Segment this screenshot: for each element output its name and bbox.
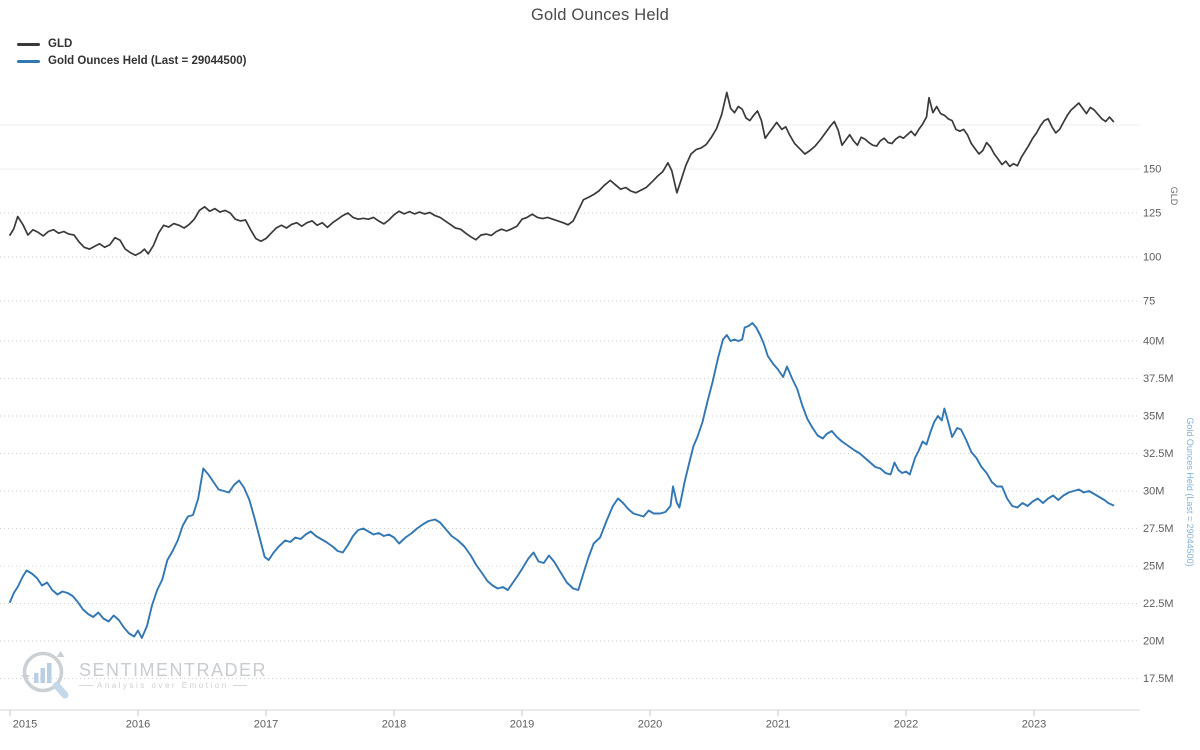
- watermark-dash-left: [79, 685, 93, 686]
- oz-axis-tick-label: 25M: [1143, 561, 1164, 573]
- watermark: SENTIMENTRADER Analysis over Emotion: [20, 649, 267, 701]
- oz-axis-tick-label: 40M: [1143, 336, 1164, 348]
- oz-axis-title: Gold Ounces Held (Last = 29044500): [1185, 417, 1195, 566]
- oz-axis-tick-label: 32.5M: [1143, 448, 1174, 460]
- oz-axis-tick-label: 37.5M: [1143, 373, 1174, 385]
- legend-swatch-gold-ounces-icon: [17, 60, 40, 63]
- gld-series-line[interactable]: [9, 91, 1115, 257]
- legend-item-gld[interactable]: GLD: [17, 36, 246, 53]
- legend: GLD Gold Ounces Held (Last = 29044500): [17, 36, 246, 70]
- legend-item-gold-ounces[interactable]: Gold Ounces Held (Last = 29044500): [17, 53, 246, 70]
- x-axis-tick-label: 2021: [766, 719, 790, 731]
- sentimentrader-logo-icon: [21, 651, 69, 699]
- x-axis-tick-label: 2018: [382, 719, 406, 731]
- gld-axis-title: GLD: [1169, 187, 1179, 206]
- watermark-text: SENTIMENTRADER Analysis over Emotion: [79, 660, 267, 690]
- oz-axis-tick-label: 27.5M: [1143, 523, 1174, 535]
- x-axis-tick-label: 2020: [638, 719, 662, 731]
- oz-axis-tick-label: 20M: [1143, 636, 1164, 648]
- gld-axis-tick-label: 125: [1143, 208, 1161, 220]
- gld-axis-tick-label: 150: [1143, 164, 1161, 176]
- legend-swatch-gld-icon: [17, 43, 40, 46]
- page-title: Gold Ounces Held: [530, 6, 670, 24]
- watermark-brand: SENTIMENTRADER: [79, 660, 268, 680]
- x-axis-tick-label: 2015: [13, 719, 37, 731]
- oz-series-line[interactable]: [9, 322, 1115, 639]
- legend-label-gld: GLD: [48, 38, 73, 50]
- x-axis-tick-label: 2016: [126, 719, 150, 731]
- x-axis-tick-label: 2022: [894, 719, 918, 731]
- x-axis-tick-label: 2023: [1022, 719, 1046, 731]
- gld-axis-tick-label: 100: [1143, 252, 1161, 264]
- oz-axis-tick-label: 30M: [1143, 486, 1164, 498]
- oz-axis-tick-label: 35M: [1143, 411, 1164, 423]
- oz-axis-tick-label: 22.5M: [1143, 598, 1174, 610]
- legend-label-gold-ounces: Gold Ounces Held (Last = 29044500): [48, 55, 247, 67]
- gld-axis-tick-label: 75: [1143, 296, 1155, 308]
- x-axis-tick-label: 2017: [254, 719, 278, 731]
- watermark-dash-right: [232, 685, 247, 686]
- oz-axis-tick-label: 17.5M: [1143, 673, 1174, 685]
- watermark-tagline: Analysis over Emotion: [97, 681, 229, 690]
- x-axis-tick-label: 2019: [510, 719, 534, 731]
